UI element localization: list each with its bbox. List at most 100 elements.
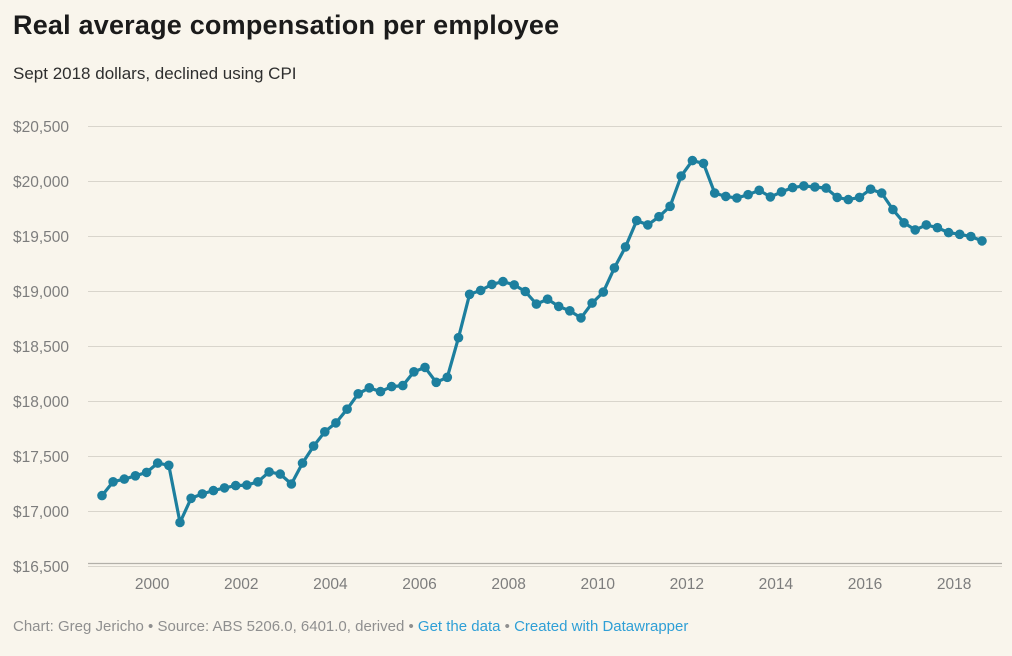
data-point[interactable]: Mar-2012: $20,190	[687, 155, 698, 166]
data-point[interactable]: Mar-2017: $19,560	[910, 225, 920, 235]
data-point[interactable]: Mar-2009: $18,865	[553, 301, 564, 312]
data-point[interactable]: Dec-2014: $19,950	[810, 182, 820, 192]
data-point[interactable]: Jun-2000: $17,420	[164, 460, 174, 471]
data-point[interactable]: Jun-2018: $19,500	[966, 231, 976, 242]
data-point[interactable]: Mar-2001: $17,160	[197, 489, 208, 499]
data-point[interactable]: Mar-2014: $19,905	[776, 187, 787, 197]
data-point[interactable]: Jun-2002: $17,270	[253, 477, 263, 487]
chart-footer: Chart: Greg Jericho • Source: ABS 5206.0…	[13, 618, 688, 635]
data-point[interactable]: Dec-2017: $19,535	[943, 227, 954, 238]
data-point[interactable]: Mar-2006: $18,310	[420, 362, 430, 373]
data-point[interactable]: Dec-2003: $17,725	[320, 427, 330, 437]
data-point[interactable]: Mar-2015: $19,940	[821, 183, 831, 193]
data-point[interactable]: Jun-2015: $19,855	[832, 192, 842, 203]
data-point[interactable]: Sep-2005: $18,145	[398, 380, 408, 391]
data-point[interactable]: Mar-2005: $18,090	[375, 386, 386, 397]
data-point[interactable]: Jun-2014: $19,945	[787, 182, 798, 193]
data-point[interactable]: Dec-2008: $18,930	[542, 294, 553, 305]
data-point[interactable]: Sep-2007: $19,065	[487, 279, 497, 290]
data-point[interactable]: Sep-2014: $19,960	[799, 181, 809, 191]
data-point[interactable]: Jun-2009: $18,825	[565, 306, 575, 316]
data-point[interactable]: Sep-2016: $19,745	[888, 204, 898, 215]
data-point[interactable]: Jun-2016: $19,895	[876, 188, 887, 198]
data-point[interactable]: Jun-2003: $17,440	[297, 458, 308, 468]
data-point[interactable]: Jun-2007: $19,010	[475, 285, 486, 296]
data-point[interactable]: Sep-1999: $17,325	[130, 471, 141, 481]
y-tick-label: $20,000	[13, 174, 69, 191]
data-point[interactable]: Sep-2012: $19,895	[709, 188, 720, 198]
y-tick-label: $18,500	[13, 339, 69, 356]
data-point[interactable]: Sep-2011: $19,775	[665, 201, 675, 212]
data-point[interactable]: Sep-2008: $18,885	[531, 299, 542, 309]
data-point[interactable]: Sep-2002: $17,360	[264, 467, 274, 477]
data-point[interactable]: Jun-2004: $17,930	[342, 404, 352, 415]
data-point[interactable]: Jun-2005: $18,135	[386, 381, 397, 392]
data-point[interactable]: Dec-2010: $19,645	[631, 215, 642, 226]
data-point[interactable]: Mar-2004: $17,805	[331, 418, 341, 428]
x-tick-label: 2004	[313, 576, 348, 593]
data-point[interactable]: Mar-1999: $17,270	[108, 477, 118, 487]
data-point[interactable]: Sep-2013: $19,920	[754, 185, 764, 196]
y-tick-label: $18,000	[13, 394, 69, 411]
y-tick-label: $19,500	[13, 229, 69, 246]
data-point[interactable]: Dec-2002: $17,340	[275, 469, 286, 479]
data-point[interactable]: Jun-2006: $18,175	[431, 377, 442, 388]
data-point[interactable]: Sep-2017: $19,580	[932, 222, 943, 233]
data-point[interactable]: Mar-2011: $19,605	[643, 220, 653, 230]
data-point[interactable]: Sep-2009: $18,760	[576, 313, 586, 323]
data-point[interactable]: Sep-2003: $17,595	[308, 441, 319, 451]
data-point[interactable]: Jun-2010: $19,215	[609, 263, 620, 273]
data-point[interactable]: Mar-2003: $17,250	[286, 479, 297, 489]
data-point[interactable]: Mar-2016: $19,930	[865, 184, 876, 194]
data-point[interactable]: Sep-2015: $19,835	[843, 194, 854, 205]
data-point[interactable]: Jun-2001: $17,190	[208, 485, 219, 496]
y-tick-label: $20,500	[13, 119, 69, 136]
x-tick-label: 2018	[937, 576, 971, 593]
data-point[interactable]: Sep-2018: $19,460	[977, 236, 987, 246]
data-point[interactable]: Jun-1999: $17,295	[119, 474, 130, 484]
data-point[interactable]: Dec-2016: $19,625	[899, 218, 909, 228]
data-point[interactable]: Dec-2009: $18,895	[587, 298, 597, 308]
chart-title: Real average compensation per employee	[13, 10, 560, 40]
y-tick-label: $17,500	[13, 449, 69, 466]
chart-subtitle: Sept 2018 dollars, declined using CPI	[13, 64, 297, 83]
data-point[interactable]: Mar-2002: $17,240	[242, 480, 252, 490]
y-tick-label: $19,000	[13, 284, 69, 301]
data-point[interactable]: Sep-2000: $16,900	[175, 517, 185, 528]
data-point[interactable]: Sep-2001: $17,215	[219, 483, 230, 493]
data-point[interactable]: Dec-2011: $20,050	[676, 171, 686, 181]
data-point[interactable]: Dec-2007: $19,090	[498, 276, 508, 287]
data-point[interactable]: Jun-2008: $19,000	[520, 286, 531, 297]
data-point[interactable]: Dec-2004: $18,125	[364, 383, 375, 393]
data-point[interactable]: Mar-2010: $18,995	[598, 287, 609, 297]
get-the-data-link[interactable]: Get the data	[417, 618, 501, 635]
data-point[interactable]: Dec-2013: $19,860	[765, 192, 776, 202]
data-point[interactable]: Dec-2005: $18,270	[409, 367, 419, 377]
x-tick-label: 2008	[491, 576, 525, 593]
data-point[interactable]: Mar-2008: $19,060	[509, 280, 519, 290]
footer-bullet: •	[504, 618, 510, 635]
data-point[interactable]: Sep-2006: $18,220	[442, 372, 453, 383]
data-point[interactable]: Dec-2012: $19,865	[721, 191, 731, 202]
data-point[interactable]: Mar-2013: $19,850	[732, 193, 742, 203]
data-point[interactable]: Jun-2017: $19,605	[921, 220, 932, 230]
data-point[interactable]: Sep-2004: $18,070	[353, 389, 364, 399]
data-point[interactable]: Dec-1998: $17,145	[97, 490, 107, 501]
data-point[interactable]: Mar-2018: $19,520	[954, 229, 965, 240]
data-point[interactable]: Jun-2011: $19,680	[654, 211, 664, 222]
y-tick-label: $16,500	[13, 559, 69, 576]
x-tick-label: 2002	[224, 576, 258, 593]
data-point[interactable]: Jun-2013: $19,880	[743, 189, 753, 200]
data-point[interactable]: Mar-2000: $17,440	[152, 458, 163, 468]
data-point[interactable]: Dec-2006: $18,580	[453, 332, 464, 343]
data-point[interactable]: Dec-1999: $17,355	[141, 467, 152, 478]
data-point[interactable]: Mar-2007: $18,975	[464, 289, 475, 300]
data-point[interactable]: Dec-2000: $17,120	[186, 493, 196, 504]
data-point[interactable]: Sep-2010: $19,405	[620, 242, 631, 252]
data-point[interactable]: Dec-2015: $19,855	[854, 192, 865, 203]
created-with-datawrapper-link[interactable]: Created with Datawrapper	[514, 618, 689, 635]
data-point[interactable]: Jun-2012: $20,165	[698, 158, 709, 169]
data-point[interactable]: Dec-2001: $17,235	[230, 480, 241, 491]
